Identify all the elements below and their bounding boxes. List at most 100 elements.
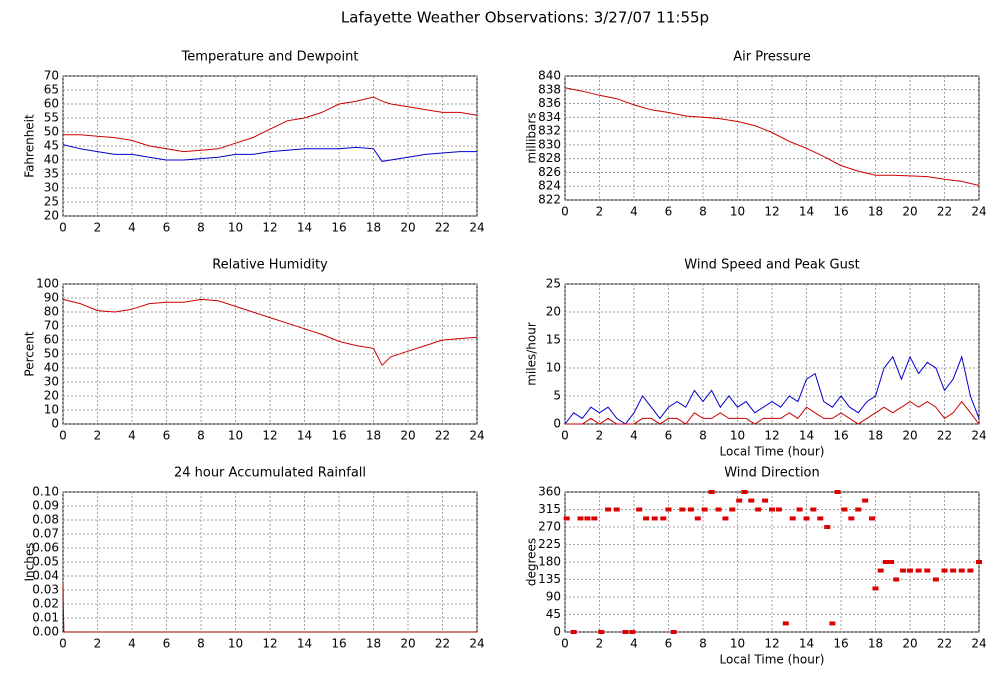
data-point — [907, 568, 913, 573]
data-line — [565, 400, 980, 425]
x-axis-label: Local Time (hour) — [720, 653, 825, 667]
data-point — [769, 507, 775, 512]
x-tick-label: 4 — [128, 637, 136, 651]
x-tick-label: 16 — [833, 429, 848, 443]
x-tick-label: 4 — [128, 221, 136, 235]
x-tick-label: 20 — [400, 637, 415, 651]
x-tick-label: 12 — [262, 429, 277, 443]
x-tick-label: 8 — [699, 429, 707, 443]
data-point — [824, 525, 831, 529]
data-point — [629, 630, 636, 634]
x-tick-label: 0 — [561, 637, 569, 651]
x-axis-label: Local Time (hour) — [720, 445, 825, 459]
x-tick-label: 22 — [435, 637, 450, 651]
data-point — [976, 560, 982, 564]
x-tick-label: 2 — [94, 429, 102, 443]
x-tick-label: 4 — [630, 205, 638, 219]
x-tick-label: 12 — [262, 637, 277, 651]
data-point — [789, 516, 796, 521]
y-tick-label: 10 — [546, 361, 561, 375]
x-tick-label: 10 — [228, 429, 243, 443]
x-tick-label: 8 — [197, 221, 205, 235]
x-tick-label: 2 — [94, 637, 102, 651]
x-tick-label: 4 — [630, 429, 638, 443]
data-point — [967, 568, 974, 573]
y-tick-label: 0 — [51, 417, 59, 431]
x-tick-label: 4 — [128, 429, 136, 443]
x-tick-label: 18 — [366, 637, 381, 651]
x-tick-label: 14 — [799, 205, 814, 219]
y-tick-label: 0 — [553, 625, 561, 639]
x-tick-label: 12 — [764, 429, 779, 443]
data-point — [736, 498, 743, 503]
data-point — [855, 507, 862, 512]
y-tick-label: 840 — [538, 69, 561, 83]
y-tick-label: 65 — [44, 83, 59, 97]
x-tick-label: 14 — [297, 221, 312, 235]
x-tick-label: 0 — [561, 429, 569, 443]
data-point — [563, 516, 570, 521]
y-tick-label: 70 — [44, 319, 59, 333]
x-tick-label: 16 — [833, 637, 848, 651]
x-tick-label: 2 — [94, 221, 102, 235]
data-point — [729, 507, 736, 512]
chart-title: 24 hour Accumulated Rainfall — [174, 466, 366, 481]
x-tick-label: 0 — [561, 205, 569, 219]
data-point — [888, 560, 895, 564]
chart-title: Wind Speed and Peak Gust — [684, 258, 859, 273]
x-tick-label: 12 — [764, 205, 779, 219]
y-axis-label: degrees — [525, 538, 539, 586]
chart-panel: Air Pressuremillibars8228248268288308328… — [525, 50, 987, 219]
x-tick-label: 8 — [699, 205, 707, 219]
chart-panel: Temperature and DewpointFahrenheit202530… — [23, 50, 485, 235]
data-point — [829, 621, 836, 626]
y-tick-label: 70 — [44, 69, 59, 83]
y-axis-label: millibars — [525, 112, 539, 163]
chart-title: Temperature and Dewpoint — [181, 50, 359, 65]
y-tick-label: 135 — [538, 572, 561, 586]
y-tick-label: 830 — [538, 137, 561, 151]
data-point — [841, 507, 848, 512]
x-tick-label: 8 — [197, 637, 205, 651]
data-point — [613, 507, 620, 512]
x-tick-label: 14 — [297, 429, 312, 443]
x-tick-label: 18 — [366, 429, 381, 443]
x-tick-label: 14 — [799, 429, 814, 443]
data-point — [701, 507, 708, 512]
y-tick-label: 55 — [44, 111, 59, 125]
y-tick-label: 824 — [538, 179, 561, 193]
x-tick-label: 20 — [400, 221, 415, 235]
x-tick-label: 24 — [469, 637, 484, 651]
data-point — [755, 507, 762, 512]
chart-title: Relative Humidity — [212, 258, 328, 273]
page-title: Lafayette Weather Observations: 3/27/07 … — [341, 9, 709, 27]
y-tick-label: 90 — [546, 590, 561, 604]
chart-panel: Wind Speed and Peak Gust miles/hour Local … — [525, 258, 987, 459]
x-tick-label: 18 — [868, 637, 883, 651]
y-tick-label: 828 — [538, 151, 561, 165]
x-tick-label: 10 — [730, 429, 745, 443]
x-tick-label: 8 — [699, 637, 707, 651]
data-line — [564, 87, 980, 186]
data-point — [605, 507, 612, 512]
y-tick-label: 30 — [44, 375, 59, 389]
data-point — [636, 507, 643, 512]
data-point — [651, 516, 658, 521]
data-point — [924, 568, 931, 573]
y-tick-label: 826 — [538, 165, 561, 179]
y-tick-label: 0.00 — [32, 625, 59, 639]
x-tick-label: 22 — [937, 429, 952, 443]
data-point — [660, 516, 667, 521]
y-tick-label: 30 — [44, 181, 59, 195]
x-tick-label: 20 — [902, 205, 917, 219]
x-tick-label: 6 — [665, 637, 673, 651]
data-point — [741, 490, 748, 494]
y-tick-label: 0.03 — [32, 583, 59, 597]
x-tick-label: 6 — [163, 637, 171, 651]
x-tick-label: 2 — [596, 429, 604, 443]
x-tick-label: 24 — [469, 221, 484, 235]
data-point — [577, 516, 584, 521]
data-point — [715, 507, 722, 512]
y-axis-label: miles/hour — [525, 322, 539, 386]
data-point — [722, 516, 729, 521]
